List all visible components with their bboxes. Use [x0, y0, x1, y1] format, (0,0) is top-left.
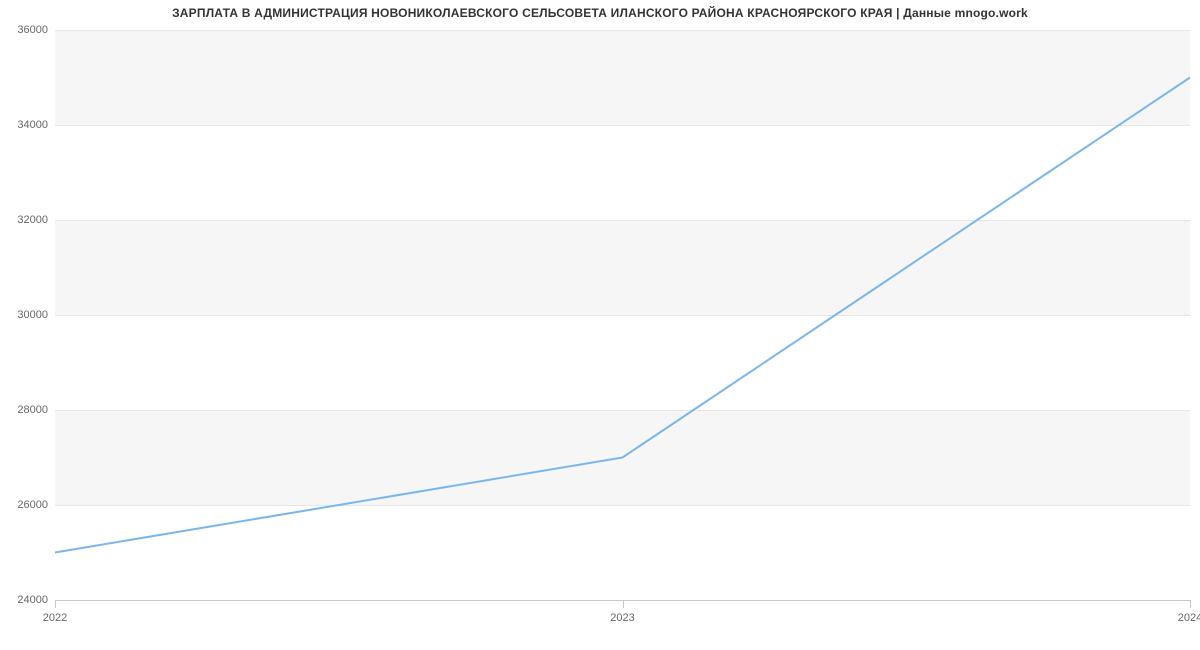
y-axis-label: 30000	[10, 309, 48, 321]
x-axis-label: 2023	[610, 612, 634, 624]
y-axis-label: 26000	[10, 499, 48, 511]
x-tick	[55, 600, 56, 608]
x-axis-label: 2022	[43, 612, 67, 624]
x-tick	[1190, 600, 1191, 608]
chart-container: ЗАРПЛАТА В АДМИНИСТРАЦИЯ НОВОНИКОЛАЕВСКО…	[0, 0, 1200, 650]
x-tick	[623, 600, 624, 608]
y-axis-label: 32000	[10, 214, 48, 226]
y-axis-label: 28000	[10, 404, 48, 416]
x-axis-label: 2024	[1178, 612, 1200, 624]
y-axis-label: 24000	[10, 594, 48, 606]
y-axis-label: 34000	[10, 119, 48, 131]
plot-area: 2400026000280003000032000340003600020222…	[55, 30, 1190, 600]
line-series	[55, 30, 1190, 600]
chart-title: ЗАРПЛАТА В АДМИНИСТРАЦИЯ НОВОНИКОЛАЕВСКО…	[0, 6, 1200, 20]
salary-line	[55, 78, 1190, 553]
y-axis-label: 36000	[10, 24, 48, 36]
